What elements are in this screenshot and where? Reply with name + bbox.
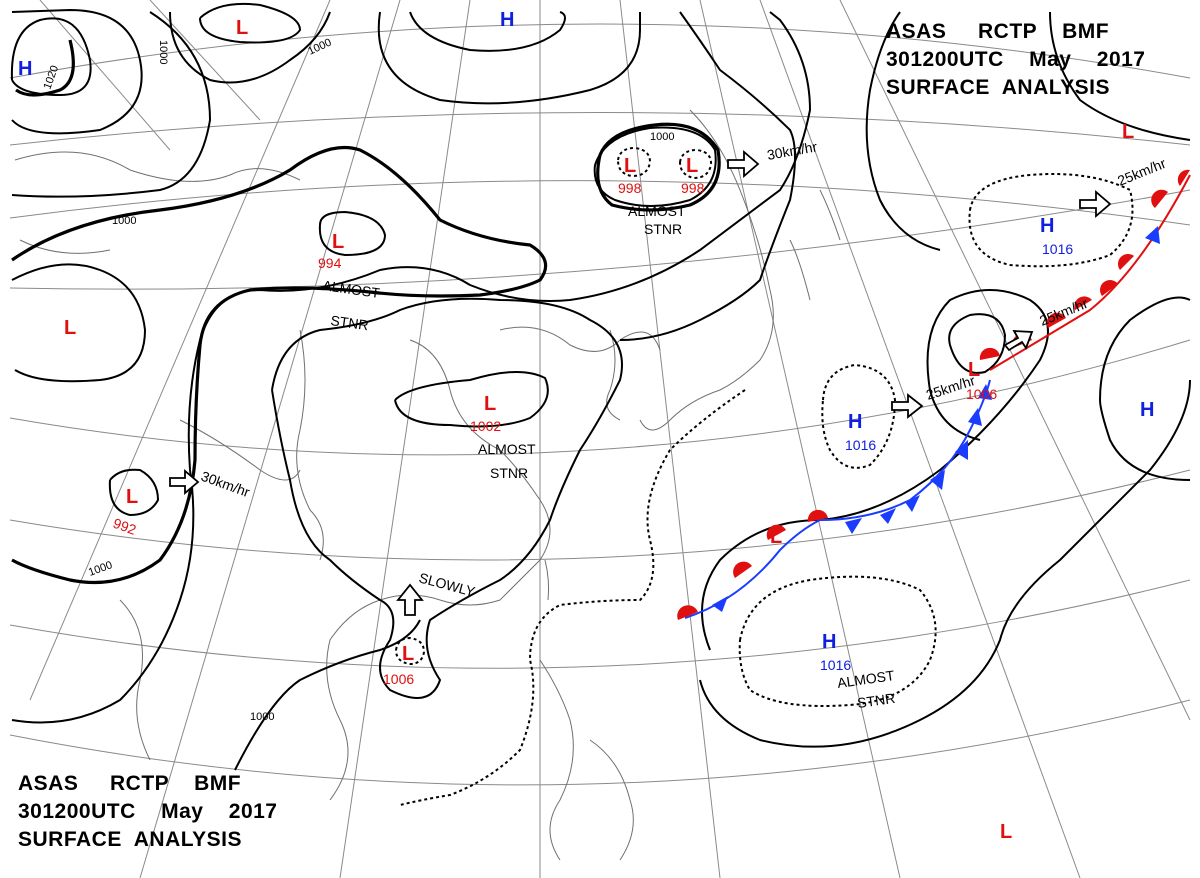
high-value: 1016 bbox=[845, 437, 876, 453]
arrow-30a bbox=[169, 469, 200, 495]
arrow-30b bbox=[727, 150, 760, 178]
annotation-line: ALMOST bbox=[478, 441, 536, 457]
annotation-line: ALMOST bbox=[836, 667, 896, 691]
annotation-line: STNR bbox=[856, 690, 896, 711]
annotation-line: ALMOST bbox=[322, 277, 382, 301]
chart-header-top: ASAS RCTP BMF 301200UTC May 2017 SURFACE… bbox=[886, 18, 1145, 102]
isobar-label: 1000 bbox=[87, 559, 114, 579]
motion-arrows bbox=[169, 150, 1112, 616]
header-bottom-line1: ASAS RCTP BMF bbox=[18, 772, 242, 795]
low-letter: L bbox=[1000, 821, 1012, 843]
isobar-label: 1020 bbox=[42, 64, 62, 91]
dashed-isobars bbox=[395, 146, 1134, 806]
pressure-systems: H L H L L L L L L L L L H H H H L L bbox=[18, 9, 1154, 843]
annotation-line: STNR bbox=[490, 465, 528, 481]
low-letter: L bbox=[770, 526, 782, 548]
arrow-25c bbox=[1003, 330, 1034, 352]
warm-front-markers bbox=[677, 169, 1190, 620]
low-value: 1006 bbox=[966, 386, 997, 402]
speed-label: 30km/hr bbox=[766, 138, 819, 163]
low-letter: L bbox=[968, 359, 980, 381]
low-letter: L bbox=[126, 486, 138, 508]
high-letter: H bbox=[822, 631, 836, 653]
arrow-slowly bbox=[396, 583, 424, 616]
annotation-line: ALMOST bbox=[628, 203, 686, 219]
low-value: 998 bbox=[681, 180, 705, 196]
arrow-25b bbox=[1079, 190, 1112, 218]
fronts bbox=[677, 169, 1191, 620]
isobar-labels: 1000 1000 1000 1000 1000 1000 1020 bbox=[42, 36, 675, 723]
low-letter: L bbox=[332, 231, 344, 253]
front-line-east bbox=[989, 174, 1191, 371]
chart-header-bottom: ASAS RCTP BMF 301200UTC May 2017 SURFACE… bbox=[18, 770, 277, 854]
isobar-label: 1000 bbox=[650, 131, 674, 143]
low-letter: L bbox=[686, 155, 698, 177]
low-value: 1006 bbox=[383, 671, 414, 687]
isobar-label: 1000 bbox=[250, 711, 274, 723]
speed-label: 30km/hr bbox=[199, 468, 252, 500]
isobars bbox=[10, 2, 1191, 771]
isobars-1000 bbox=[11, 39, 721, 585]
annotation-line: STNR bbox=[330, 312, 370, 333]
high-letter: H bbox=[1040, 215, 1054, 237]
high-letter: H bbox=[500, 9, 514, 31]
low-letter: L bbox=[236, 17, 248, 39]
isobar-label: 1000 bbox=[157, 40, 169, 64]
front-line-west bbox=[684, 379, 991, 619]
low-value: 998 bbox=[618, 180, 642, 196]
low-value: 992 bbox=[111, 515, 139, 538]
high-value: 1016 bbox=[1042, 241, 1073, 257]
low-letter: L bbox=[624, 155, 636, 177]
header-top-line2: 301200UTC May 2017 bbox=[886, 48, 1146, 71]
header-top-line3: SURFACE ANALYSIS bbox=[886, 76, 1110, 99]
speed-label: 25km/hr bbox=[1115, 155, 1168, 189]
low-letter: L bbox=[1122, 121, 1134, 143]
high-letter: H bbox=[848, 411, 862, 433]
isobar-label: 1000 bbox=[112, 215, 136, 227]
speed-label: 25km/hr bbox=[1037, 295, 1090, 329]
low-letter: L bbox=[64, 317, 76, 339]
cold-front-markers bbox=[712, 226, 1160, 612]
low-letter: L bbox=[402, 643, 414, 665]
arrow-25a bbox=[891, 393, 924, 419]
coastlines bbox=[14, 109, 841, 861]
isobar-label: 1000 bbox=[306, 36, 333, 57]
header-bottom-line2: 301200UTC May 2017 bbox=[18, 800, 278, 823]
header-top-line1: ASAS RCTP BMF bbox=[886, 20, 1110, 43]
graticule bbox=[9, 0, 1191, 878]
high-letter: H bbox=[18, 58, 32, 80]
header-bottom-line3: SURFACE ANALYSIS bbox=[18, 828, 242, 851]
low-letter: L bbox=[484, 393, 496, 415]
high-value: 1016 bbox=[820, 657, 851, 673]
pressure-values: 994 998 998 1002 992 1006 1006 1016 1016… bbox=[111, 180, 1073, 687]
low-value: 1002 bbox=[470, 418, 501, 434]
low-value: 994 bbox=[318, 255, 342, 271]
high-letter: H bbox=[1140, 399, 1154, 421]
annotation-line: SLOWLY bbox=[417, 569, 477, 599]
annotation-line: STNR bbox=[644, 221, 682, 237]
